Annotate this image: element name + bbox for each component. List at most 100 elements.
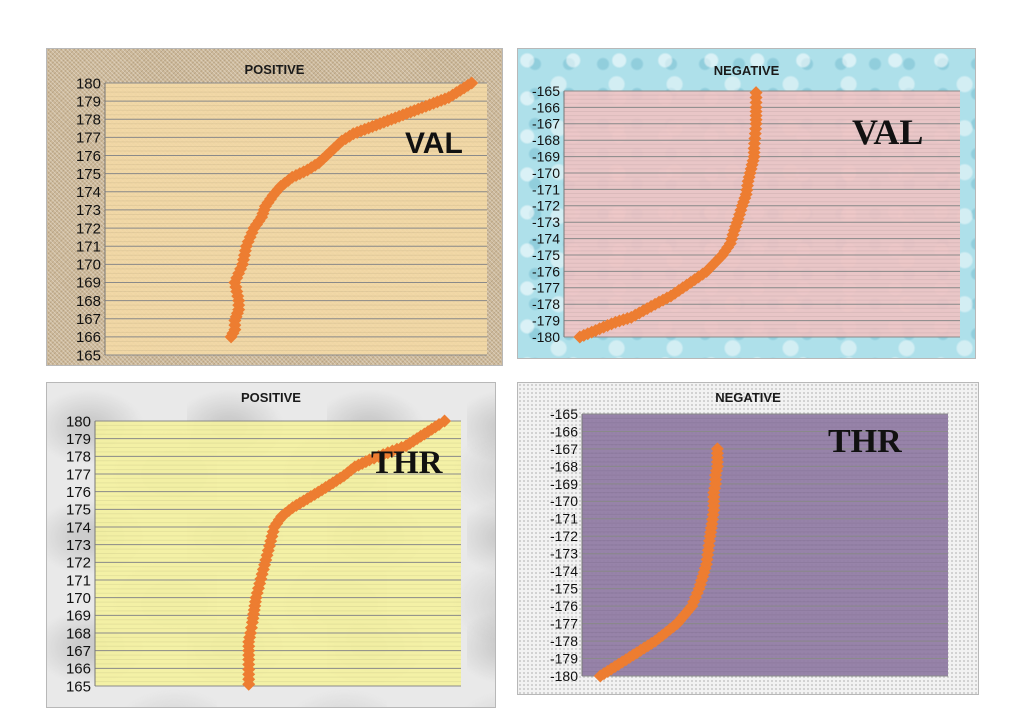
chart-positive-thr: POSITIVE THR 180 179 178 177 176 175 174 173 172… <box>46 382 496 708</box>
y-tick-label: 168 <box>66 625 91 642</box>
y-tick-label: 166 <box>66 661 91 678</box>
chart-title: POSITIVE <box>244 62 305 77</box>
y-tick-label: -169 <box>550 476 578 492</box>
y-tick-label: -166 <box>550 423 578 439</box>
y-tick-label: -168 <box>550 458 578 474</box>
y-tick-label: -170 <box>550 493 578 509</box>
y-tick-label: 174 <box>66 519 91 536</box>
y-tick-label: 179 <box>66 431 91 448</box>
data-point <box>652 631 666 645</box>
data-point <box>648 634 662 648</box>
y-tick-label: 169 <box>76 275 101 292</box>
y-tick-label: 165 <box>76 347 101 364</box>
y-tick-label: 166 <box>76 329 101 346</box>
y-tick-label: -166 <box>532 99 560 115</box>
chart-title: NEGATIVE <box>715 390 781 405</box>
y-tick-label: -173 <box>532 214 560 230</box>
y-tick-label: -175 <box>550 581 578 597</box>
chart-negative-val: NEGATIVE VAL -165 -166 -167 -168 -169 -170 -17… <box>517 48 976 359</box>
y-tick-label: -176 <box>532 263 560 279</box>
y-tick-label: 175 <box>66 502 91 519</box>
y-tick-label: 165 <box>66 678 91 695</box>
y-tick-label: 178 <box>66 449 91 466</box>
y-tick-label: -165 <box>550 406 578 422</box>
y-tick-label: -171 <box>550 511 578 527</box>
chart-title: NEGATIVE <box>713 63 780 78</box>
data-point <box>341 466 355 480</box>
y-tick-label: 180 <box>76 75 101 92</box>
chart-positive-val: POSITIVE VAL 180 179 178 177 176 175 174 173 172… <box>46 48 503 366</box>
y-tick-label: 180 <box>66 413 91 430</box>
data-point <box>656 628 670 642</box>
y-tick-label: -177 <box>550 616 578 632</box>
y-tick-label: 172 <box>66 555 91 572</box>
plot-area <box>105 83 487 355</box>
chart-label: THR <box>828 423 902 460</box>
chart-label: THR <box>371 445 443 481</box>
data-point <box>275 509 289 523</box>
y-tick-label: 173 <box>66 537 91 554</box>
y-tick-label: 169 <box>66 608 91 625</box>
y-tick-label: 170 <box>76 257 101 274</box>
y-tick-label: -174 <box>532 231 560 247</box>
y-tick-label: 179 <box>76 93 101 110</box>
chart-svg: -165-166 -167-168 -169-170 -171-172 -173-174… <box>550 406 948 684</box>
y-tick-label: -177 <box>532 280 560 296</box>
plot-area <box>564 91 960 337</box>
y-tick-label: -167 <box>550 441 578 457</box>
y-tick-label: 177 <box>76 130 101 147</box>
chart-label: VAL <box>405 127 463 160</box>
y-tick-label: -174 <box>550 563 578 579</box>
y-tick-label: 174 <box>76 184 101 201</box>
y-tick-label: 177 <box>66 466 91 483</box>
y-tick-label: 168 <box>76 293 101 310</box>
y-tick-label: -165 <box>532 83 560 99</box>
y-tick-label: -180 <box>550 668 578 684</box>
chart-svg: 1801791781771761751741731721711701691681… <box>76 75 487 364</box>
y-tick-label: 171 <box>76 238 101 255</box>
y-tick-label: 167 <box>66 643 91 660</box>
data-point <box>438 414 452 428</box>
plot-texture <box>105 82 487 356</box>
chart-svg: 1801791781771761751741731721711701691681… <box>66 413 461 695</box>
chart-title: POSITIVE <box>241 390 301 405</box>
y-tick-label: -167 <box>532 116 560 132</box>
chart-negative-thr: NEGATIVE THR -165 -166 -167 -168 -169 -170 -17… <box>517 382 979 695</box>
data-point <box>659 625 673 639</box>
data-point <box>749 86 763 100</box>
y-tick-label: -171 <box>532 181 560 197</box>
y-tick-label: -179 <box>550 650 578 666</box>
data-point <box>337 469 351 483</box>
y-tick-label: 175 <box>76 166 101 183</box>
y-tick-label: 176 <box>66 484 91 501</box>
y-tick-label: -172 <box>532 198 560 214</box>
data-point <box>432 418 446 432</box>
y-tick-label: -179 <box>532 313 560 329</box>
y-tick-label: -169 <box>532 149 560 165</box>
y-tick-label: -172 <box>550 528 578 544</box>
y-tick-label: 178 <box>76 112 101 129</box>
chart-svg: -165-166-167-168-169-170-171-172-173-174… <box>532 83 960 345</box>
data-point <box>692 270 706 284</box>
y-tick-label: -180 <box>532 329 560 345</box>
y-tick-label: -170 <box>532 165 560 181</box>
y-tick-label: 172 <box>76 220 101 237</box>
y-tick-label: -168 <box>532 132 560 148</box>
y-tick-label: 170 <box>66 590 91 607</box>
data-point <box>680 278 694 292</box>
plot-area <box>582 414 948 676</box>
data-point <box>320 149 334 163</box>
plot-area <box>95 421 461 686</box>
y-tick-label: 167 <box>76 311 101 328</box>
data-point <box>710 442 724 456</box>
y-tick-label: 171 <box>66 572 91 589</box>
y-tick-label: -173 <box>550 546 578 562</box>
y-tick-label: -178 <box>532 296 560 312</box>
y-tick-label: -175 <box>532 247 560 263</box>
data-point <box>465 76 479 90</box>
chart-label: VAL <box>852 112 924 152</box>
y-tick-label: -178 <box>550 633 578 649</box>
y-tick-label: -176 <box>550 598 578 614</box>
y-tick-label: 176 <box>76 148 101 165</box>
y-tick-label: 173 <box>76 202 101 219</box>
